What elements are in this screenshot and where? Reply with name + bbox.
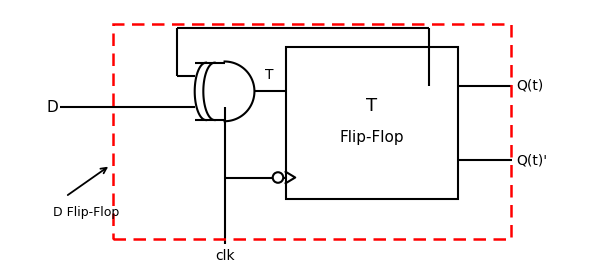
Text: D: D xyxy=(46,100,58,115)
Text: T: T xyxy=(265,68,273,82)
Bar xyxy=(286,47,458,199)
Text: Q(t): Q(t) xyxy=(517,79,544,93)
Text: Flip-Flop: Flip-Flop xyxy=(340,130,404,145)
Text: clk: clk xyxy=(215,249,235,263)
Text: D Flip-Flop: D Flip-Flop xyxy=(53,206,119,219)
Text: Q(t)': Q(t)' xyxy=(517,153,547,167)
Bar xyxy=(113,24,511,239)
Text: T: T xyxy=(366,97,377,115)
